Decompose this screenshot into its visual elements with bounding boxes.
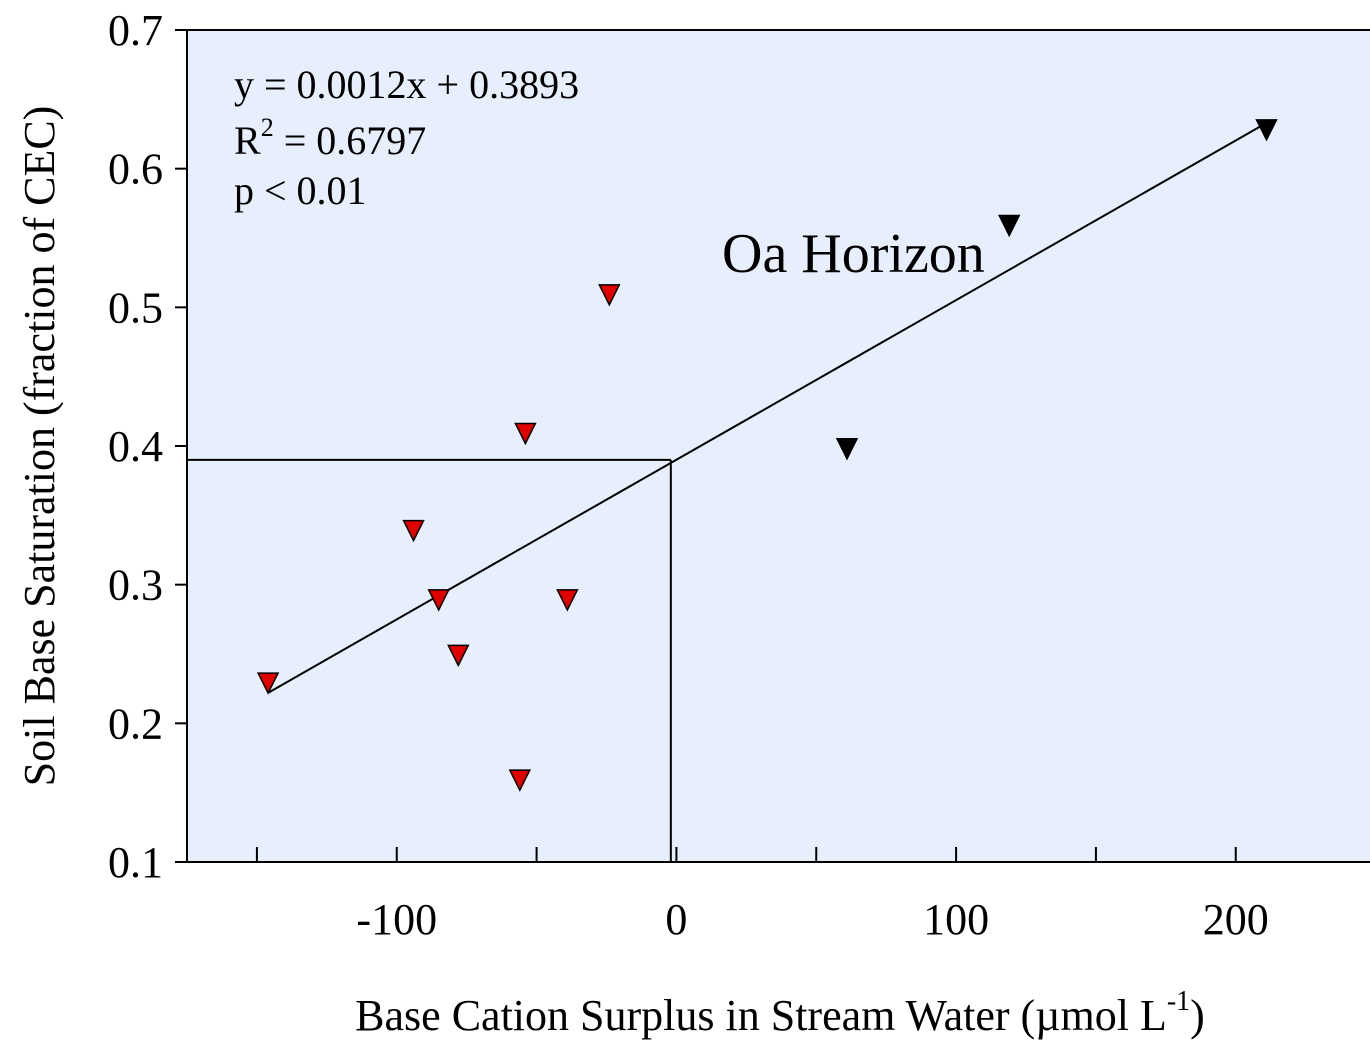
marker <box>256 672 280 695</box>
y-tick-label: 0.5 <box>108 283 163 332</box>
equation: y = 0.0012x + 0.3893 <box>234 62 579 107</box>
r-squared-base: R <box>234 118 261 163</box>
x-tick-label: 100 <box>923 895 989 944</box>
marker <box>1255 119 1278 142</box>
x-tick-label: 200 <box>1203 895 1269 944</box>
y-tick-label: 0.1 <box>108 838 163 887</box>
marker <box>427 589 450 612</box>
y-tick-label: 0.6 <box>108 145 163 194</box>
marker <box>598 284 621 307</box>
y-tick-label: 0.3 <box>108 561 163 610</box>
p-value: p < 0.01 <box>234 168 367 213</box>
x-axis-label: Base Cation Surplus in Stream Water (µmo… <box>355 986 1205 1040</box>
x-axis-label-sup: -1 <box>1167 986 1190 1017</box>
x-axis-label-base: Base Cation Surplus in Stream Water (µmo… <box>355 991 1167 1040</box>
marker <box>998 214 1021 238</box>
x-tick-label: -100 <box>356 895 437 944</box>
y-tick-label: 0.4 <box>108 422 163 471</box>
marker <box>508 769 532 792</box>
marker <box>447 644 470 668</box>
r-squared-end: = 0.6797 <box>274 118 427 163</box>
marker <box>402 519 425 543</box>
series-label: Oa Horizon <box>722 223 985 285</box>
y-tick-label: 0.2 <box>108 699 163 748</box>
x-tick-label: 0 <box>665 895 687 944</box>
y-axis-label: Soil Base Saturation (fraction of CEC) <box>15 106 64 787</box>
marker <box>514 422 537 446</box>
marker <box>835 438 859 461</box>
marker <box>556 589 579 612</box>
plot-area <box>186 29 1370 863</box>
r-squared: R2 = 0.6797 <box>234 113 426 163</box>
r-squared-sup: 2 <box>261 113 274 142</box>
x-axis-label-end: ) <box>1190 991 1205 1040</box>
y-tick-label: 0.7 <box>108 6 163 55</box>
